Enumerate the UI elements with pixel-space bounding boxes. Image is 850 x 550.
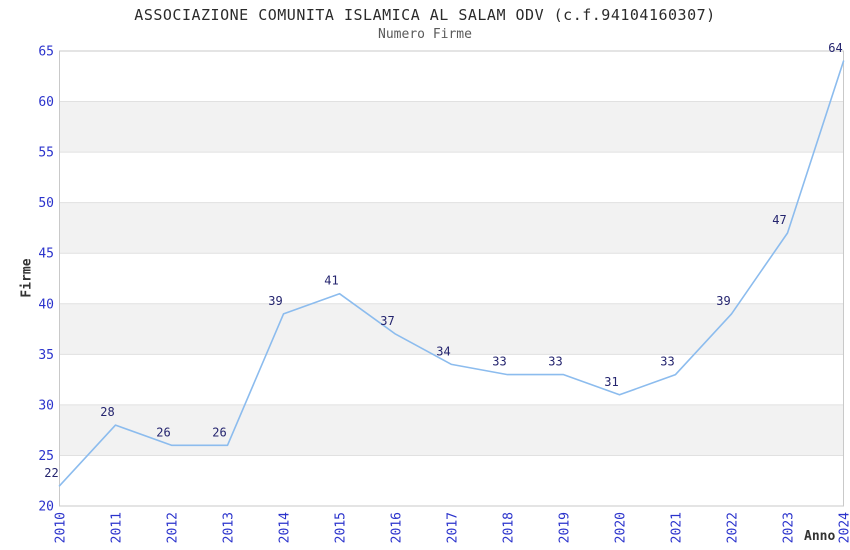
x-tick-label: 2011 — [110, 512, 125, 543]
data-line — [58, 60, 845, 487]
x-tick-label: 2020 — [614, 512, 629, 543]
x-tick-label: 2010 — [54, 512, 69, 543]
y-tick-label: 35 — [38, 348, 54, 363]
chart-band — [59, 404, 844, 456]
data-point-label: 64 — [828, 41, 842, 55]
chart-subtitle: Numero Firme — [378, 27, 472, 42]
chart-band — [59, 303, 844, 355]
data-point-label: 37 — [380, 314, 394, 328]
chart-band — [59, 202, 844, 254]
x-tick-label: 2023 — [782, 512, 797, 543]
chart-title: ASSOCIAZIONE COMUNITA ISLAMICA AL SALAM … — [134, 6, 716, 24]
x-tick-label: 2022 — [726, 512, 741, 543]
x-tick-label: 2018 — [502, 512, 517, 543]
chart-band — [59, 101, 844, 153]
y-tick-label: 40 — [38, 297, 54, 312]
plot-border — [59, 50, 844, 507]
y-tick-label: 60 — [38, 95, 54, 110]
data-point-label: 26 — [156, 425, 170, 439]
x-tick-label: 2012 — [166, 512, 181, 543]
data-point-label: 47 — [772, 213, 786, 227]
x-tick-label: 2016 — [390, 512, 405, 543]
x-tick-label: 2015 — [334, 512, 349, 543]
x-tick-label: 2024 — [838, 512, 850, 543]
y-tick-label: 45 — [38, 247, 54, 262]
x-tick-label: 2019 — [558, 512, 573, 543]
x-tick-label: 2021 — [670, 512, 685, 543]
y-tick-label: 55 — [38, 146, 54, 161]
data-point-label: 41 — [324, 274, 338, 288]
x-axis-title: Anno — [804, 529, 836, 544]
y-tick-label: 25 — [38, 449, 54, 464]
y-tick-label: 30 — [38, 398, 54, 413]
data-point-label: 33 — [660, 355, 674, 369]
x-tick-label: 2017 — [446, 512, 461, 543]
data-point-label: 33 — [548, 355, 562, 369]
data-point-label: 34 — [436, 344, 450, 358]
data-point-label: 33 — [492, 355, 506, 369]
x-tick-label: 2014 — [278, 512, 293, 543]
y-tick-label: 50 — [38, 196, 54, 211]
y-tick-label: 65 — [38, 45, 54, 60]
data-point-label: 31 — [604, 375, 618, 389]
data-point-label: 26 — [212, 425, 226, 439]
y-tick-label: 20 — [38, 500, 54, 515]
data-point-label: 39 — [716, 294, 730, 308]
data-point-label: 39 — [268, 294, 282, 308]
data-point-label: 28 — [100, 405, 114, 419]
x-tick-label: 2013 — [222, 512, 237, 543]
data-point-label: 22 — [44, 466, 58, 480]
